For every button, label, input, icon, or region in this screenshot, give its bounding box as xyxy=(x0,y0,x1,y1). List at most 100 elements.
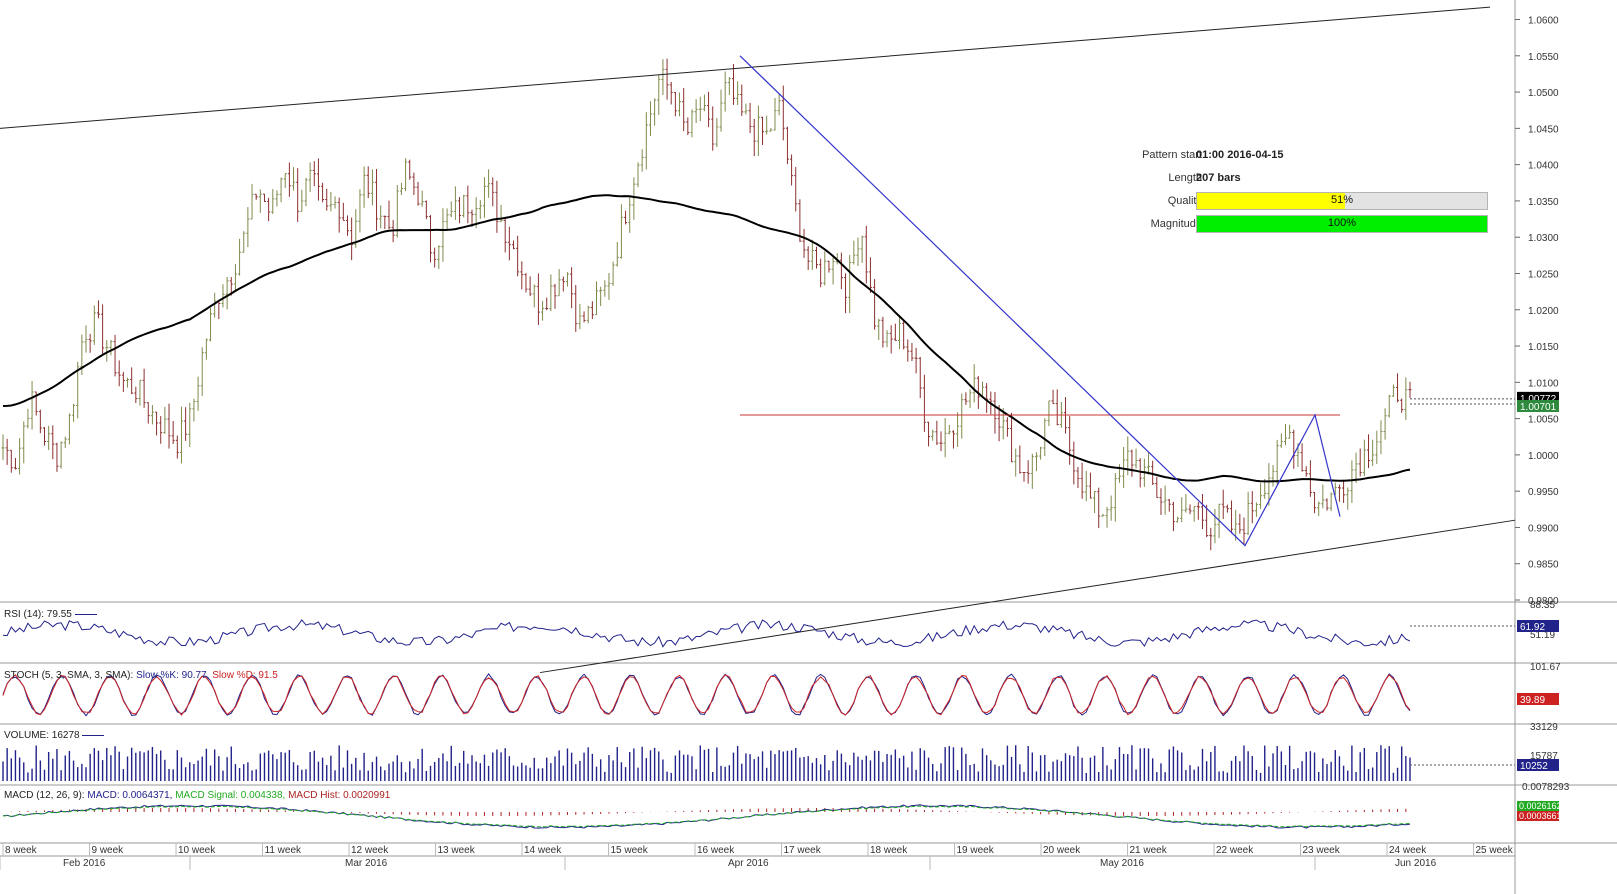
candle xyxy=(1383,408,1387,440)
candle xyxy=(798,199,802,242)
candle xyxy=(262,193,266,202)
price-tick-label: 1.0200 xyxy=(1528,306,1559,317)
candle xyxy=(345,215,349,236)
candle xyxy=(196,376,200,411)
candle xyxy=(964,392,968,405)
candle xyxy=(213,292,217,318)
magnitude-row: Magnitude 100% xyxy=(1120,215,1490,235)
rsi-line xyxy=(2,619,1411,648)
candle xyxy=(1317,501,1321,517)
candle xyxy=(59,441,63,469)
time-axis: 8 week 9 week 10 week 11 week 12 week 13 week… xyxy=(0,843,1515,870)
candle xyxy=(1300,443,1304,472)
candle xyxy=(1147,452,1151,475)
candle xyxy=(1088,472,1092,499)
candle xyxy=(1093,491,1097,513)
candle xyxy=(1080,462,1084,499)
candle xyxy=(723,71,727,112)
magnitude-label: Magnitude xyxy=(1150,218,1202,230)
pattern-info-panel: Pattern start 01:00 2016-04-15 Length 20… xyxy=(1120,146,1490,238)
candle xyxy=(640,149,644,172)
candle xyxy=(736,81,740,106)
candle xyxy=(482,177,486,218)
candle xyxy=(1400,398,1404,413)
stoch-current-value: 39.89 xyxy=(1520,695,1545,706)
quality-bar: 51% xyxy=(1196,192,1488,210)
pattern-start-row: Pattern start 01:00 2016-04-15 xyxy=(1120,146,1490,166)
candle xyxy=(777,93,781,116)
candle xyxy=(159,416,163,444)
candle xyxy=(868,257,872,293)
volume-current-box xyxy=(1517,759,1559,771)
volume-tick-label: 33129 xyxy=(1530,722,1558,733)
candle xyxy=(179,406,183,464)
candle xyxy=(308,162,312,192)
month-label: Mar 2016 xyxy=(345,858,388,869)
week-label: 14 week xyxy=(524,845,562,856)
candle xyxy=(860,235,864,263)
magnitude-bar: 100% xyxy=(1196,215,1488,233)
length-row: Length 207 bars xyxy=(1120,169,1490,189)
candle xyxy=(1010,412,1014,463)
candle xyxy=(312,161,316,187)
rsi-label: RSI (14): 79.55 xyxy=(4,609,72,620)
candle xyxy=(1113,473,1117,522)
moving-average-line xyxy=(2,194,1411,483)
macd-label-macd: MACD: 0.0064371, xyxy=(87,790,173,801)
candle xyxy=(1122,447,1126,488)
candle xyxy=(105,340,109,362)
candle xyxy=(765,115,769,135)
candle xyxy=(428,215,432,263)
candle xyxy=(462,194,466,218)
macd-tick-label: 0.0078293 xyxy=(1522,782,1570,793)
candle xyxy=(603,280,607,297)
candle xyxy=(453,186,457,220)
price-tick-label: 1.0400 xyxy=(1528,161,1559,172)
candle xyxy=(516,235,520,277)
macd-label-hist: MACD Hist: 0.0020991 xyxy=(288,790,391,801)
candle xyxy=(1288,424,1292,439)
candle xyxy=(960,393,964,439)
candle xyxy=(731,63,735,105)
candle xyxy=(711,106,715,151)
candle xyxy=(528,276,532,297)
candle xyxy=(188,402,192,447)
candle xyxy=(665,58,669,100)
candle xyxy=(271,189,275,214)
candle xyxy=(636,162,640,188)
candle xyxy=(1180,497,1184,523)
candle xyxy=(420,190,424,207)
stoch-d-line xyxy=(2,674,1411,716)
candle xyxy=(225,277,229,310)
candle xyxy=(358,189,362,233)
candle xyxy=(561,276,565,292)
candle xyxy=(1018,445,1022,474)
pattern-start-value: 01:00 2016-04-15 xyxy=(1196,149,1284,161)
candle xyxy=(794,166,798,212)
candle xyxy=(258,189,262,213)
candle xyxy=(250,183,254,220)
candle xyxy=(910,342,914,362)
candle xyxy=(337,197,341,233)
candle xyxy=(1105,506,1109,528)
candle xyxy=(387,200,391,230)
stoch-current-box xyxy=(1517,693,1559,705)
candle xyxy=(304,177,308,207)
candle xyxy=(254,193,258,200)
candle xyxy=(283,173,287,188)
pattern-start-label: Pattern start xyxy=(1142,149,1202,161)
candle xyxy=(512,240,516,250)
candle xyxy=(827,260,831,273)
candle xyxy=(155,411,159,436)
candle xyxy=(1200,493,1204,530)
candle xyxy=(1350,460,1354,503)
candle xyxy=(943,418,947,458)
candle xyxy=(43,427,47,446)
price-tick-label: 1.0000 xyxy=(1528,451,1559,462)
candle xyxy=(615,242,619,267)
candle xyxy=(524,273,528,293)
candle xyxy=(13,457,17,470)
candle xyxy=(22,421,26,464)
volume-swatch xyxy=(82,734,105,736)
candle xyxy=(873,279,877,330)
